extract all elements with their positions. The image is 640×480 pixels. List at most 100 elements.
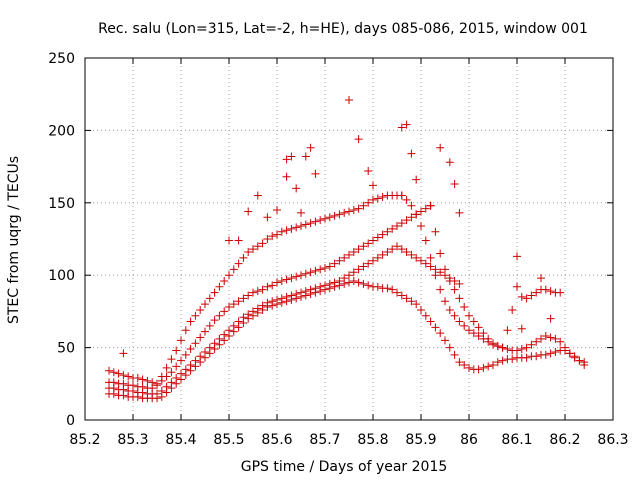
data-point xyxy=(292,294,301,303)
data-point xyxy=(325,262,334,271)
data-point xyxy=(105,366,113,375)
series-outliers xyxy=(119,95,555,358)
data-point xyxy=(359,242,368,251)
data-point xyxy=(301,152,310,161)
data-point xyxy=(239,253,248,262)
data-point xyxy=(157,376,166,385)
data-point xyxy=(431,323,440,332)
data-point xyxy=(393,288,401,297)
data-point xyxy=(445,276,454,285)
data-point xyxy=(551,347,560,356)
data-point xyxy=(172,362,181,371)
data-point xyxy=(359,279,368,288)
data-point xyxy=(498,343,507,352)
data-point xyxy=(469,329,478,338)
data-point xyxy=(162,372,171,381)
data-point xyxy=(402,294,411,303)
data-point xyxy=(297,208,305,217)
data-point xyxy=(287,274,296,283)
data-point xyxy=(445,305,454,314)
data-point xyxy=(258,239,267,248)
data-point xyxy=(292,272,301,281)
data-point xyxy=(321,263,329,272)
data-point xyxy=(215,340,224,349)
x-tick-label: 86.1 xyxy=(501,432,532,448)
data-point xyxy=(263,303,272,312)
data-point xyxy=(263,213,272,222)
data-point xyxy=(225,271,233,280)
data-point xyxy=(239,294,248,303)
data-point xyxy=(277,276,286,285)
data-point xyxy=(546,314,555,323)
data-point xyxy=(388,224,397,233)
data-point xyxy=(119,391,128,400)
data-point xyxy=(330,211,339,220)
data-point xyxy=(253,242,262,251)
data-point xyxy=(234,297,243,306)
data-point xyxy=(181,350,190,359)
data-point xyxy=(412,175,421,184)
data-point xyxy=(445,158,454,167)
data-point xyxy=(225,332,233,341)
data-point xyxy=(330,282,339,291)
data-point xyxy=(321,214,329,223)
y-tick-label: 100 xyxy=(48,268,75,284)
data-point xyxy=(393,242,401,251)
data-point xyxy=(397,245,406,254)
data-point xyxy=(335,281,344,290)
y-tick-label: 200 xyxy=(48,123,75,139)
data-point xyxy=(537,334,545,343)
data-point xyxy=(335,210,344,219)
data-point xyxy=(402,248,411,257)
data-point xyxy=(153,394,161,403)
x-tick-label: 86.2 xyxy=(549,432,580,448)
data-point xyxy=(373,194,382,203)
data-point xyxy=(527,340,536,349)
y-tick-label: 0 xyxy=(66,413,75,429)
data-point xyxy=(268,232,277,241)
data-point xyxy=(479,363,488,372)
data-point xyxy=(205,321,214,330)
data-point xyxy=(205,349,214,358)
data-point xyxy=(345,278,353,287)
data-point xyxy=(167,368,176,377)
data-point xyxy=(205,294,214,303)
x-tick-label: 85.2 xyxy=(69,432,100,448)
data-point xyxy=(508,305,517,314)
data-point xyxy=(426,253,435,262)
data-point xyxy=(417,207,425,216)
data-point xyxy=(450,311,459,320)
data-point xyxy=(167,384,176,393)
data-point xyxy=(225,303,233,312)
data-point xyxy=(340,279,349,288)
data-point xyxy=(517,292,526,301)
x-tick-label: 85.5 xyxy=(213,432,244,448)
data-point xyxy=(234,236,243,245)
data-point xyxy=(402,216,411,225)
axis-ticks xyxy=(84,57,614,421)
data-point xyxy=(354,204,363,213)
data-point xyxy=(378,230,387,239)
data-point xyxy=(441,265,449,274)
x-tick-label: 85.3 xyxy=(117,432,148,448)
data-point xyxy=(436,143,445,152)
data-point xyxy=(383,284,392,293)
data-point xyxy=(229,300,238,309)
data-point xyxy=(335,256,344,265)
data-point xyxy=(441,297,449,306)
x-tick-label: 85.9 xyxy=(405,432,436,448)
data-point xyxy=(311,217,320,226)
data-point xyxy=(133,392,142,401)
data-point xyxy=(167,355,176,364)
data-point xyxy=(354,278,363,287)
data-point xyxy=(364,281,373,290)
data-point xyxy=(282,155,291,164)
data-point xyxy=(378,250,387,259)
data-point xyxy=(469,317,478,326)
data-point xyxy=(273,230,281,239)
grid-lines xyxy=(85,58,613,420)
data-point xyxy=(465,363,473,372)
data-point xyxy=(306,219,315,228)
data-point xyxy=(225,236,233,245)
data-point xyxy=(186,317,195,326)
